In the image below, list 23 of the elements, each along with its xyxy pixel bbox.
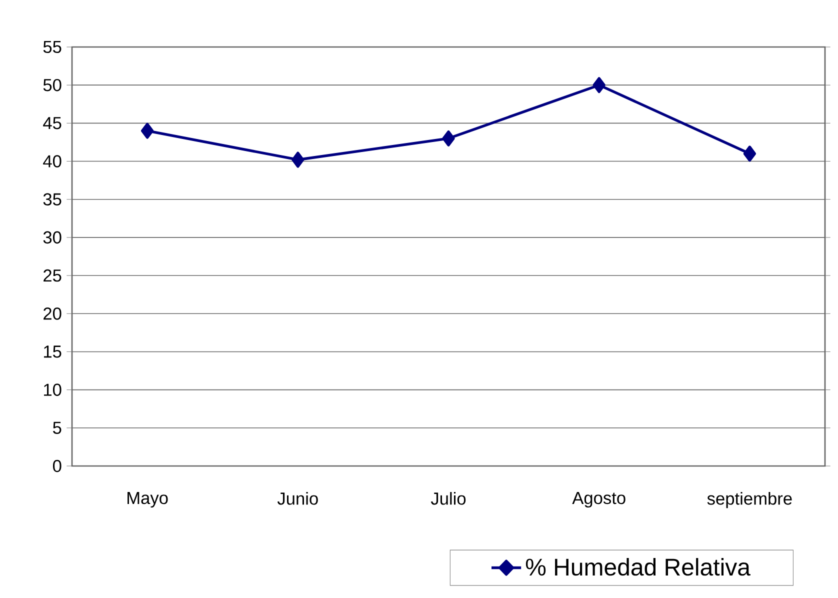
x-tick-label: Junio	[277, 492, 318, 505]
x-tick-label: Agosto	[572, 492, 626, 508]
y-tick-label: 35	[43, 193, 62, 206]
y-tick-label: 20	[44, 307, 62, 320]
x-tick-label: Mayo	[128, 492, 168, 508]
y-tick-label: 30	[43, 231, 62, 244]
y-tick-label: 50	[43, 78, 62, 92]
y-tick-label: 40	[43, 155, 62, 168]
legend-label: % Humedad Relativa	[526, 558, 750, 576]
y-tick-label: 5	[53, 422, 62, 434]
point	[592, 77, 606, 94]
point	[442, 130, 455, 146]
y-tick-label: 10	[44, 384, 62, 396]
y-tick-label: 15	[44, 346, 62, 358]
y-tick-label: 25	[44, 269, 62, 282]
y-tick-label: 45	[43, 117, 62, 130]
point	[292, 152, 304, 168]
x-tick-label: Julio	[430, 492, 466, 505]
y-tick-label: 55	[43, 40, 62, 54]
point	[743, 146, 756, 162]
y-tick-label: 0	[52, 460, 62, 472]
point	[140, 122, 154, 139]
x-tick-label: septiembre	[707, 492, 792, 508]
